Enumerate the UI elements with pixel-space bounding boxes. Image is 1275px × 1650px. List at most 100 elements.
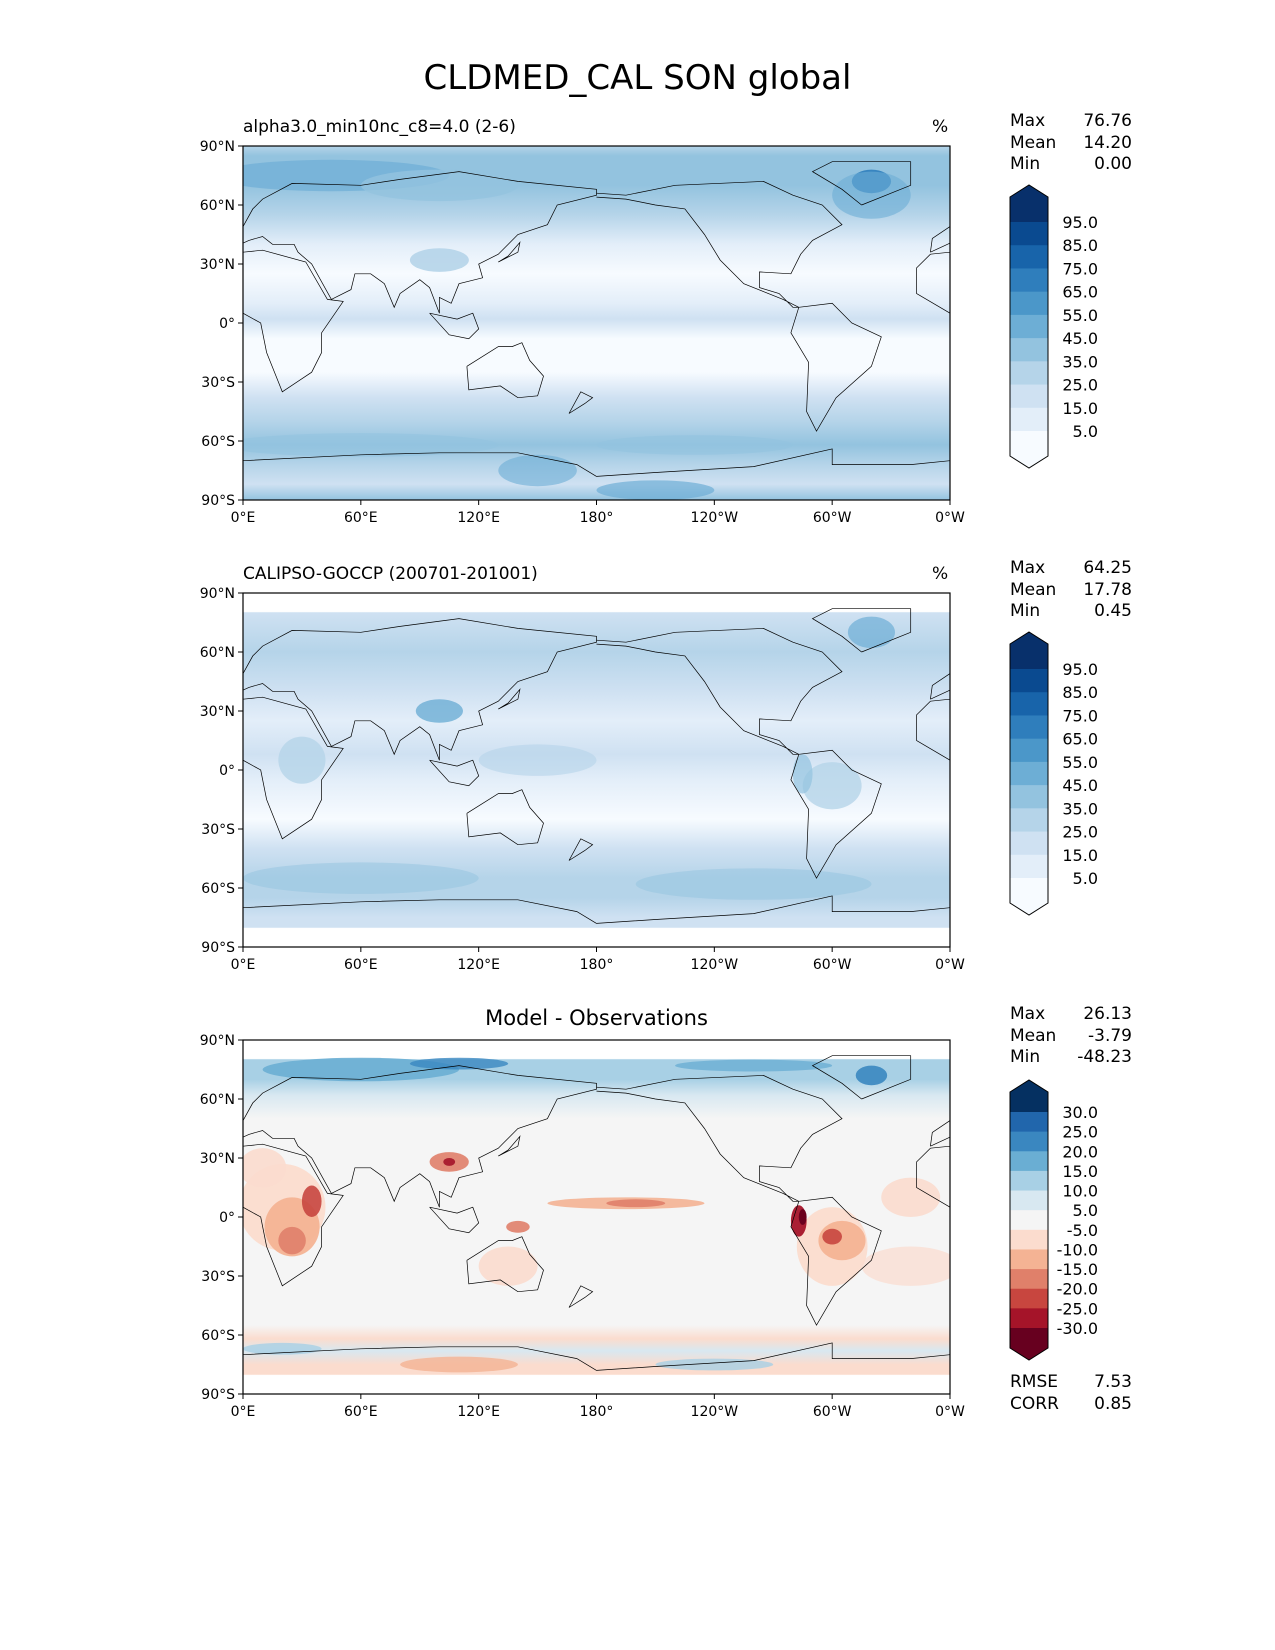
coastline <box>429 1206 480 1234</box>
coastline <box>498 688 521 710</box>
coastline <box>84 750 174 878</box>
stat-max: 76.76 <box>1083 111 1132 131</box>
map-panel-3 <box>84 1040 1251 1394</box>
colorbar-tick-label: 85.0 <box>1062 683 1098 702</box>
stat-label: Max <box>1010 1004 1046 1024</box>
colorbar-segment <box>1010 808 1048 833</box>
colorbar-tick-label: -30.0 <box>1057 1319 1098 1338</box>
field-contour <box>498 454 577 487</box>
lon-tick-label: 0°W <box>935 957 965 973</box>
lon-tick-label: 60°W <box>813 510 852 526</box>
panel-3-stats: Max 26.13 Mean -3.79 Min -48.23 <box>1010 1004 1132 1069</box>
colorbar-tick-label: 20.0 <box>1062 1142 1098 1161</box>
colorbar-segment <box>1010 222 1048 246</box>
coastline <box>1137 313 1186 339</box>
field-contour <box>243 433 499 457</box>
lon-tick-label: 180° <box>580 1404 614 1420</box>
panel-2-stats: Max 64.25 Mean 17.78 Min 0.45 <box>1010 558 1132 623</box>
coastline <box>596 1342 950 1371</box>
field-contour <box>478 1246 538 1286</box>
lat-tick-label: 30°N <box>200 1151 235 1167</box>
colorbar-segment <box>1010 1210 1048 1231</box>
figure-title: CLDMED_CAL SON global <box>423 58 852 98</box>
lon-tick-label: 60°W <box>813 1404 852 1420</box>
field-contour <box>506 1220 530 1233</box>
coastline <box>498 1135 521 1157</box>
colorbar-segment <box>1010 1112 1048 1133</box>
coastline <box>243 618 597 761</box>
colorbar-tick-label: 35.0 <box>1062 352 1098 371</box>
stat-label: Mean <box>1010 579 1057 600</box>
field-contour <box>360 169 518 202</box>
metric-rmse: 7.53 <box>1094 1372 1132 1392</box>
colorbar-segment <box>1010 268 1048 293</box>
colorbar-tick-label: 15.0 <box>1062 846 1098 865</box>
colorbar-segment <box>1010 692 1048 716</box>
coastline <box>568 391 594 414</box>
lat-tick-label: 0° <box>219 1210 235 1226</box>
field-contour <box>675 1059 833 1072</box>
coastline <box>930 225 950 253</box>
coastline <box>84 1197 174 1325</box>
lat-tick-label: 60°N <box>200 645 235 661</box>
stat-mean: 14.20 <box>1083 132 1132 153</box>
field-contour <box>409 248 469 272</box>
coastline <box>243 1346 597 1371</box>
colorbar-tick-label: 95.0 <box>1062 213 1098 232</box>
panel-3-title: Model - Observations <box>485 1006 708 1030</box>
colorbar-tick-label: -5.0 <box>1067 1221 1098 1240</box>
coastline <box>596 1075 843 1202</box>
lon-tick-label: 120°W <box>691 957 739 973</box>
stat-label: Mean <box>1010 132 1057 153</box>
lat-tick-label: 30°S <box>201 1269 235 1285</box>
coastline <box>429 312 480 340</box>
colorbar-extend-min <box>1010 878 1048 915</box>
panel-2-title: CALIPSO-GOCCP (200701-201001) <box>243 564 538 584</box>
coastline <box>1174 343 1251 398</box>
coastline <box>84 303 174 431</box>
colorbar-tick-label: 25.0 <box>1062 823 1098 842</box>
coastline <box>596 181 843 308</box>
field-contour <box>278 1226 306 1255</box>
colorbar-tick-label: -15.0 <box>1057 1260 1098 1279</box>
colorbar-segment <box>1010 245 1048 269</box>
coastline <box>568 1285 594 1308</box>
metric-label: CORR <box>1010 1393 1059 1414</box>
field-contour <box>861 1246 950 1286</box>
map-panel-2 <box>0 593 950 947</box>
lon-tick-label: 60°E <box>344 957 378 973</box>
colorbar-segment <box>1010 785 1048 809</box>
colorbar-segment <box>1010 314 1048 339</box>
colorbar-2: 95.0 85.0 75.0 65.0 55.0 45.0 35.0 25.0 15.0 5.0 <box>1009 631 1098 916</box>
field-contour <box>802 762 862 810</box>
panel-3-metrics: RMSE 7.53 CORR 0.85 <box>1010 1372 1132 1415</box>
lon-tick-label: 0°W <box>935 1404 965 1420</box>
field-contour <box>596 435 793 455</box>
colorbar-segment <box>1010 1131 1048 1152</box>
colorbar-tick-label: 5.0 <box>1073 422 1098 441</box>
field-contour <box>478 744 597 776</box>
field-contour <box>792 754 813 794</box>
coastline <box>0 628 135 754</box>
lat-tick-label: 90°N <box>200 1033 235 1049</box>
coastline <box>916 1145 950 1208</box>
field-contour <box>822 1228 842 1245</box>
colorbar-segment <box>1010 831 1048 856</box>
coastline <box>1174 1237 1251 1292</box>
coastline <box>811 608 912 653</box>
field-contour <box>881 1177 941 1218</box>
coastline <box>243 249 344 393</box>
coastline <box>930 672 950 700</box>
colorbar-outline <box>1009 1079 1049 1361</box>
field-contour <box>278 736 326 784</box>
colorbar-tick-label: 95.0 <box>1062 660 1098 679</box>
field-contour <box>243 1148 287 1188</box>
lon-tick-label: 120°W <box>691 1404 739 1420</box>
colorbar-extend-max <box>1010 632 1048 669</box>
colorbar-tick-label: 45.0 <box>1062 329 1098 348</box>
lon-tick-label: 120°E <box>457 510 500 526</box>
coastline <box>790 749 882 879</box>
colorbar-segment <box>1010 1249 1048 1270</box>
coastline <box>790 1196 882 1326</box>
